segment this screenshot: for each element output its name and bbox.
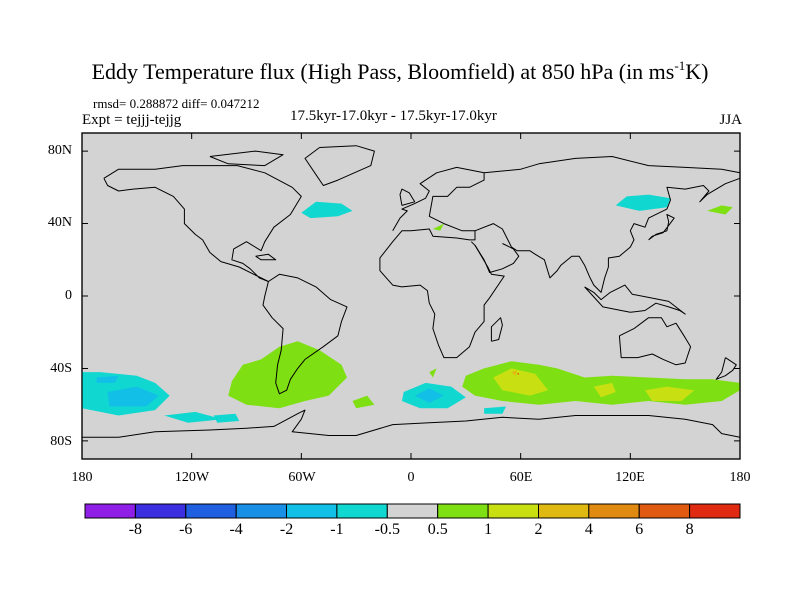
x-tick-label: 180 bbox=[729, 470, 751, 485]
colorbar-swatch bbox=[286, 503, 338, 519]
indian-core3 bbox=[645, 386, 695, 401]
colorbar-label: -0.5 bbox=[374, 521, 400, 538]
colorbar-swatch bbox=[336, 503, 388, 519]
y-tick-label: 80N bbox=[47, 143, 72, 158]
indonesia-coast bbox=[584, 284, 686, 315]
colorbar-swatch bbox=[134, 503, 187, 519]
colorbar-label: 1 bbox=[484, 521, 493, 538]
caribbean-coast bbox=[255, 253, 277, 261]
colorbar-swatch bbox=[235, 503, 288, 519]
colorbar-label: 2 bbox=[534, 521, 543, 538]
y-tick-label: 0 bbox=[65, 288, 72, 303]
colorbar-label: -8 bbox=[128, 521, 143, 538]
europe-africa-coast bbox=[379, 166, 505, 359]
x-tick-label: 0 bbox=[407, 470, 415, 485]
greenland-coast bbox=[304, 145, 375, 186]
colorbar-swatch bbox=[689, 503, 741, 519]
x-tick-label: 180 bbox=[71, 470, 93, 485]
sa-spot bbox=[213, 413, 240, 423]
period-label: 17.5kyr-17.0kyr - 17.5kyr-17.0kyr bbox=[290, 108, 497, 124]
colorbar-swatch bbox=[588, 503, 640, 519]
x-tick-label: 60W bbox=[288, 470, 316, 485]
anomaly-shading bbox=[82, 194, 740, 423]
colorbar-label: -6 bbox=[179, 521, 193, 538]
australia-coast bbox=[618, 317, 692, 366]
antarctica-coast bbox=[82, 409, 741, 438]
colorbar-label: 0.5 bbox=[427, 521, 448, 538]
title-main: Eddy Temperature flux (High Pass, Bloomf… bbox=[91, 59, 675, 84]
asia-south-coast bbox=[474, 177, 741, 293]
colorbar-label: -2 bbox=[279, 521, 294, 538]
indian-core1 bbox=[493, 368, 549, 396]
colorbar-swatch bbox=[185, 503, 237, 519]
y-tick-label: 40N bbox=[47, 215, 72, 230]
indian-core2 bbox=[593, 382, 616, 398]
ne-asia-anomaly bbox=[707, 205, 733, 215]
np-anomaly bbox=[615, 194, 671, 211]
x-tick-label: 120W bbox=[174, 470, 210, 485]
title-superscript: -1 bbox=[674, 58, 686, 73]
map-background bbox=[81, 132, 741, 460]
indian-red bbox=[517, 373, 519, 375]
north-america-coast bbox=[103, 165, 302, 282]
sat-inner bbox=[414, 388, 444, 403]
colorbar-label: -1 bbox=[330, 521, 344, 538]
japan-coast bbox=[648, 214, 675, 241]
south-america-coast bbox=[262, 273, 348, 395]
x-tick-label: 120E bbox=[615, 470, 645, 485]
y-tick-label: 40S bbox=[50, 361, 72, 376]
sp-west-inner bbox=[107, 386, 159, 407]
colorbar-swatch bbox=[638, 503, 691, 519]
pac-band bbox=[164, 411, 223, 423]
map-frame bbox=[81, 132, 741, 460]
med-anomaly bbox=[432, 223, 444, 231]
colorbar-label: 6 bbox=[635, 521, 644, 538]
canada-islands bbox=[209, 150, 284, 167]
coastlines bbox=[82, 145, 741, 438]
africa-anomaly bbox=[429, 368, 437, 378]
colorbar-label: 8 bbox=[685, 521, 694, 538]
sa-ring bbox=[228, 341, 347, 409]
plot-title: Eddy Temperature flux (High Pass, Bloomf… bbox=[0, 58, 800, 85]
season-label: JJA bbox=[719, 112, 742, 128]
colorbar-swatch bbox=[437, 503, 489, 519]
colorbar-swatch bbox=[386, 503, 439, 519]
sat-east bbox=[484, 406, 506, 414]
na-anomaly bbox=[301, 201, 353, 219]
colorbar-swatch bbox=[487, 503, 540, 519]
experiment-label: Expt = tejjj-tejjg bbox=[82, 112, 182, 128]
sp-west-spot bbox=[96, 375, 119, 383]
arabia-coast bbox=[474, 243, 520, 273]
sa-ring-east bbox=[352, 395, 375, 409]
nz-coast bbox=[715, 357, 737, 380]
asia-coast bbox=[484, 156, 741, 174]
stats-label: rmsd= 0.288872 diff= 0.047212 bbox=[93, 96, 260, 111]
colorbar-swatch bbox=[538, 503, 590, 519]
x-tick-label: 60E bbox=[509, 470, 533, 485]
colorbar-label: -4 bbox=[229, 521, 243, 538]
madagascar-coast bbox=[490, 317, 503, 342]
indian-spot bbox=[511, 370, 517, 376]
y-tick-label: 80S bbox=[50, 434, 72, 449]
colorbar-swatch bbox=[84, 503, 136, 519]
colorbar-boxes bbox=[84, 503, 741, 519]
colorbar-label: 4 bbox=[584, 521, 593, 538]
title-end: K) bbox=[685, 59, 709, 84]
uk-coast bbox=[399, 188, 416, 206]
